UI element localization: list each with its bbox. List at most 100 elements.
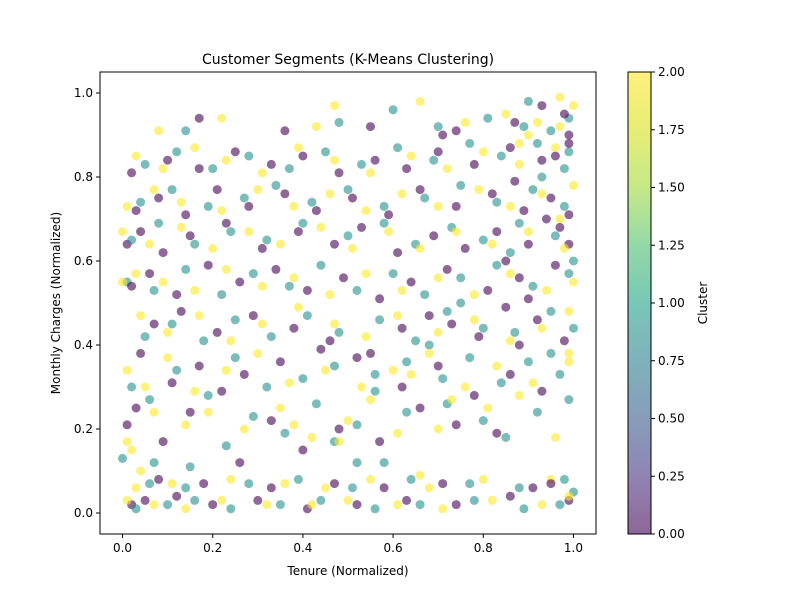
data-point-cluster-2 [487,495,497,505]
data-point-cluster-1 [244,151,254,161]
data-point-cluster-0 [212,327,222,337]
data-point-cluster-2 [433,201,443,211]
data-point-cluster-2 [384,227,394,237]
data-point-cluster-2 [325,290,335,300]
data-point-cluster-1 [424,340,434,350]
data-point-cluster-0 [384,210,394,220]
data-point-cluster-0 [514,273,524,283]
data-point-cluster-1 [230,315,240,325]
data-point-cluster-1 [145,395,155,405]
data-point-cluster-1 [348,483,357,493]
colorbar-tick-label: 0.00 [658,527,685,541]
data-point-cluster-2 [122,437,132,447]
scatter-points [118,92,578,514]
data-point-cluster-1 [352,285,362,295]
data-point-cluster-2 [275,403,285,413]
data-point-cluster-0 [487,189,497,199]
data-point-cluster-1 [442,306,452,316]
data-point-cluster-0 [127,281,137,291]
data-point-cluster-0 [244,201,254,211]
data-point-cluster-1 [311,399,321,409]
data-point-cluster-2 [154,126,164,136]
data-point-cluster-2 [163,353,173,363]
data-point-cluster-0 [424,311,434,321]
data-point-cluster-0 [438,479,448,489]
data-point-cluster-2 [321,483,330,493]
data-point-cluster-2 [474,185,484,195]
data-point-cluster-0 [235,458,245,468]
data-point-cluster-1 [271,180,281,190]
data-point-cluster-0 [140,495,150,505]
data-point-cluster-2 [158,277,168,287]
data-point-cluster-0 [492,227,502,237]
data-point-cluster-2 [487,239,497,249]
data-point-cluster-1 [239,193,249,203]
data-point-cluster-1 [564,269,574,279]
data-point-cluster-2 [262,500,272,510]
data-point-cluster-0 [451,126,461,136]
data-point-cluster-2 [555,214,565,224]
data-point-cluster-0 [302,285,312,295]
data-point-cluster-2 [569,180,578,190]
data-point-cluster-1 [559,164,569,174]
data-point-cluster-1 [420,290,430,300]
data-point-cluster-0 [149,319,159,329]
data-point-cluster-0 [537,386,547,396]
data-point-cluster-0 [163,155,173,165]
x-tick-label: 0.6 [384,541,403,555]
data-point-cluster-1 [172,147,182,157]
data-point-cluster-1 [203,201,213,211]
data-point-cluster-1 [465,353,475,363]
data-point-cluster-2 [537,500,547,510]
data-point-cluster-2 [397,285,407,295]
data-point-cluster-0 [136,348,146,358]
data-point-cluster-1 [559,201,569,211]
data-point-cluster-2 [217,206,227,216]
data-point-cluster-2 [226,336,236,346]
data-point-cluster-1 [262,235,272,245]
data-point-cluster-1 [217,290,227,300]
data-point-cluster-0 [257,243,267,253]
data-point-cluster-0 [505,491,515,501]
data-point-cluster-2 [118,277,127,287]
data-point-cluster-2 [406,369,416,379]
data-point-cluster-2 [221,365,231,375]
data-point-cluster-0 [208,500,218,510]
data-point-cluster-2 [289,273,299,283]
data-point-cluster-2 [460,117,470,127]
data-point-cluster-1 [492,197,502,207]
data-point-cluster-2 [393,311,403,321]
data-point-cluster-1 [244,479,254,489]
data-point-cluster-2 [469,315,479,325]
data-point-cluster-0 [375,294,385,304]
data-point-cluster-1 [559,474,569,484]
data-point-cluster-0 [555,222,565,232]
data-point-cluster-2 [208,243,218,253]
data-point-cluster-0 [366,122,375,132]
data-point-cluster-1 [199,336,209,346]
data-point-cluster-2 [361,206,371,216]
data-point-cluster-0 [352,500,362,510]
data-point-cluster-2 [537,189,547,199]
data-point-cluster-2 [149,185,159,195]
data-point-cluster-0 [402,495,412,505]
data-point-cluster-1 [514,218,524,228]
data-point-cluster-2 [239,424,249,434]
data-point-cluster-2 [131,483,141,493]
data-point-cluster-0 [550,151,560,161]
data-point-cluster-2 [532,117,542,127]
data-point-cluster-2 [190,143,200,153]
data-point-cluster-0 [541,214,551,224]
data-point-cluster-0 [334,168,344,178]
data-point-cluster-2 [122,495,132,505]
data-point-cluster-0 [523,294,533,304]
data-point-cluster-1 [226,227,236,237]
data-point-cluster-0 [469,159,479,169]
data-point-cluster-1 [321,147,330,157]
data-point-cluster-1 [302,311,312,321]
data-point-cluster-2 [140,382,150,392]
data-point-cluster-1 [370,369,380,379]
data-point-cluster-0 [330,239,339,249]
data-point-cluster-1 [226,504,236,514]
